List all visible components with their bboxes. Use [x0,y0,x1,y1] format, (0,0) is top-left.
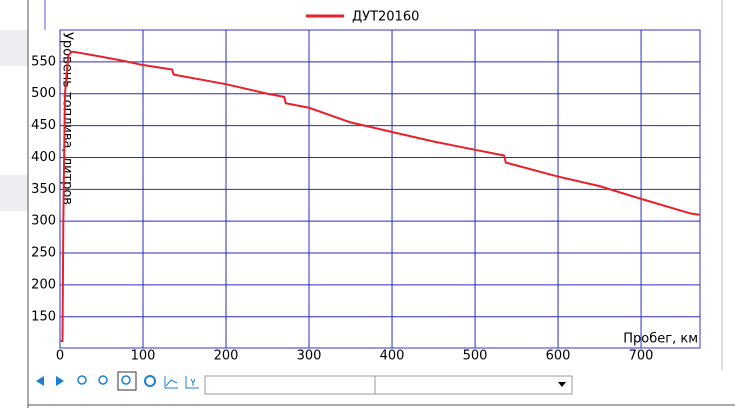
side-panel [0,175,28,211]
back-button[interactable] [36,376,44,386]
zoom-reset[interactable] [117,371,137,391]
y-tick-label: 200 [31,277,56,292]
x-tick-label: 500 [463,349,488,364]
x-tick-label: 200 [214,349,239,364]
x-axis-button[interactable] [164,376,178,389]
dropdown[interactable] [374,375,573,395]
x-tick-label: 0 [56,349,64,364]
y-tick-label: 150 [31,309,56,324]
legend-label: ДУТ20160 [352,10,419,25]
zoom-reset-icon [121,375,131,385]
zoom-out[interactable] [98,375,108,385]
y-tick-label: 250 [31,246,56,261]
y-tick-label: 300 [31,214,56,229]
dropdown-arrow [558,382,566,387]
y-tick-label: 450 [31,118,56,133]
y-tick-label: 350 [31,182,56,197]
y-axis-label: Уровень топлива, литров [60,32,75,205]
forward-button[interactable] [56,376,64,386]
toolbar [36,371,573,395]
x-axis-label: Пробег, км [623,332,698,347]
y-axis-button[interactable] [185,376,199,389]
refresh[interactable] [144,375,156,387]
y-tick-label: 550 [31,54,56,69]
x-tick-label: 100 [131,349,156,364]
x-tick-label: 300 [297,349,322,364]
x-tick-label: 400 [380,349,405,364]
y-tick-label: 400 [31,150,56,165]
side-panel [0,30,28,66]
y-tick-label: 500 [31,86,56,101]
zoom-in[interactable] [77,375,87,385]
text-input[interactable] [204,375,376,395]
data-line [60,50,701,342]
x-tick-label: 700 [629,349,654,364]
x-tick-label: 600 [546,349,571,364]
